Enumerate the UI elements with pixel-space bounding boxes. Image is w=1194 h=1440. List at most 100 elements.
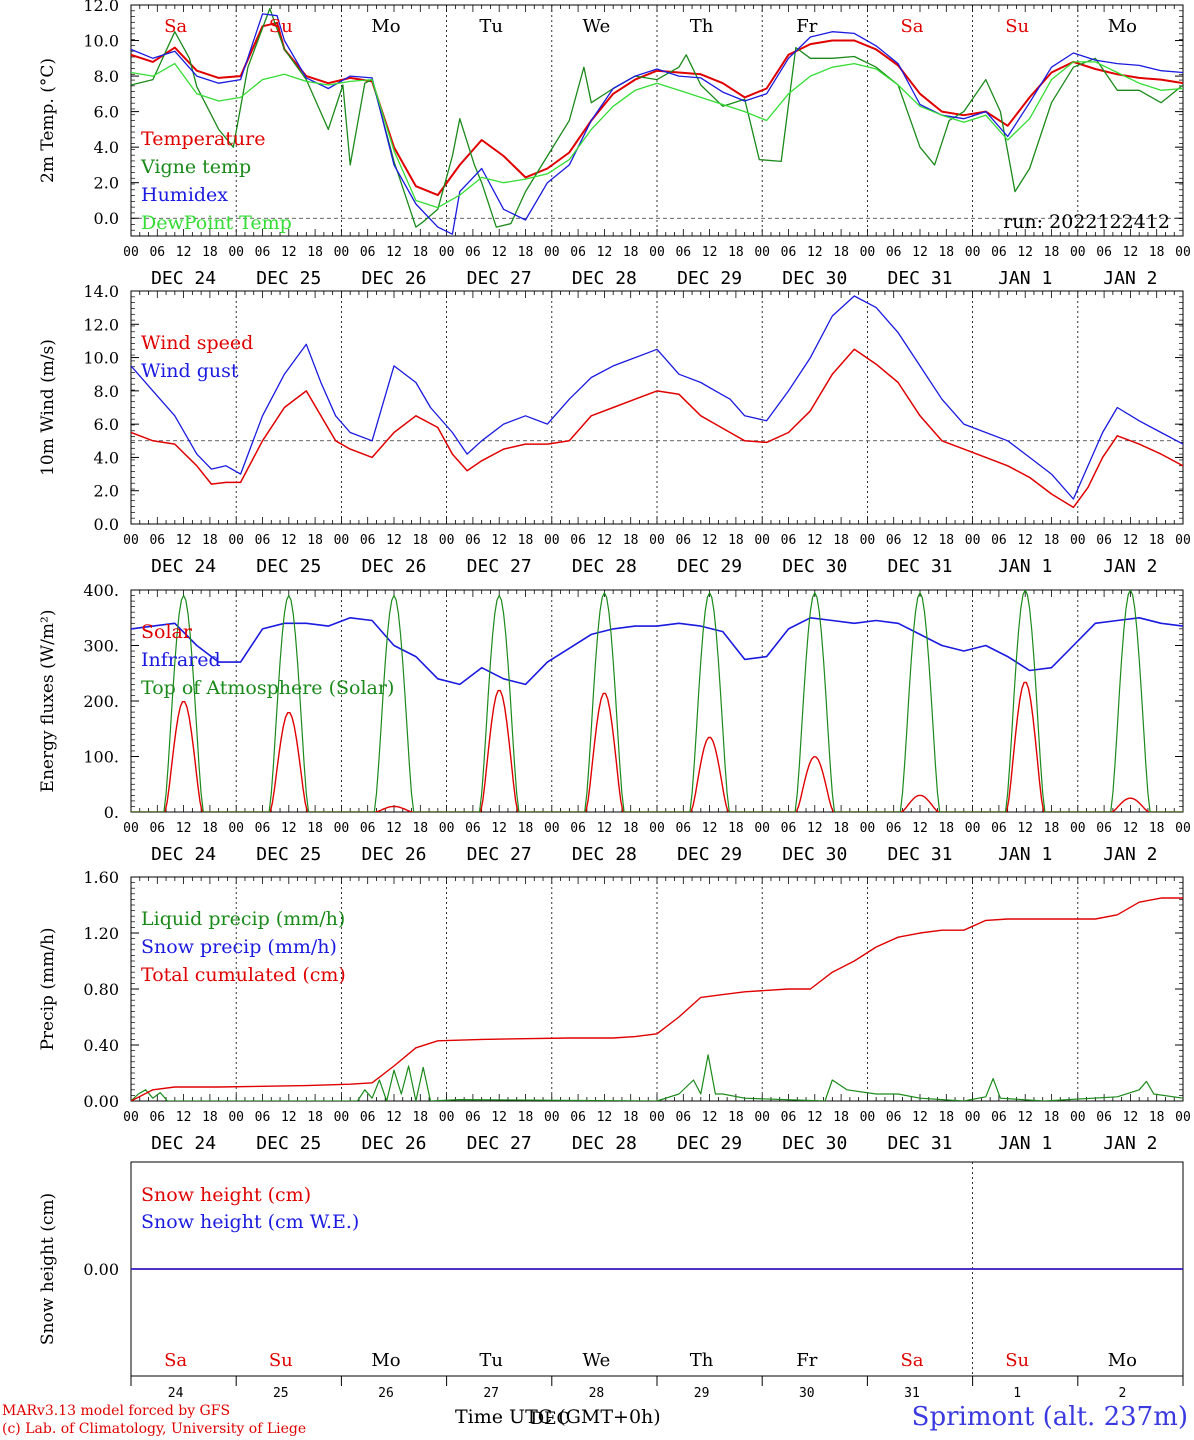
y-axis-title: Precip (mm/h) [38, 927, 58, 1050]
hour-tick-label: 12 [1123, 533, 1139, 548]
y-axis-title: 2m Temp. (°C) [38, 58, 58, 183]
day-number: 2 [1118, 1386, 1126, 1401]
hour-tick-label: 06 [465, 821, 481, 836]
hour-tick-label: 00 [649, 1110, 665, 1125]
hour-tick-label: 12 [491, 1110, 507, 1125]
date-tick-label: DEC 26 [361, 556, 426, 577]
legend-entry: Wind speed [141, 332, 253, 354]
hour-tick-label: 12 [702, 245, 718, 260]
day-name-top: Su [1005, 16, 1029, 37]
day-name-top: Su [269, 16, 293, 37]
hour-tick-label: 18 [938, 821, 954, 836]
hour-tick-label: 18 [518, 1110, 534, 1125]
date-tick-label: DEC 24 [151, 268, 216, 289]
hour-tick-label: 06 [149, 533, 165, 548]
date-tick-label: DEC 27 [467, 1133, 532, 1154]
hour-tick-label: 00 [228, 821, 244, 836]
hour-tick-label: 00 [1175, 245, 1191, 260]
hour-tick-label: 06 [360, 533, 376, 548]
hour-tick-label: 12 [176, 821, 192, 836]
day-number: 29 [694, 1386, 710, 1401]
hour-tick-label: 12 [807, 821, 823, 836]
hour-tick-label: 00 [1175, 533, 1191, 548]
series-line-3 [131, 897, 1183, 1101]
hour-tick-label: 18 [623, 533, 639, 548]
hour-tick-label: 12 [807, 533, 823, 548]
hour-tick-label: 12 [597, 1110, 613, 1125]
hour-tick-label: 00 [123, 1110, 139, 1125]
date-tick-label: JAN 1 [998, 1133, 1052, 1154]
hour-tick-label: 06 [781, 821, 797, 836]
series-line-3 [131, 13, 1183, 235]
hour-tick-label: 18 [202, 821, 218, 836]
legend-entry: Humidex [141, 184, 228, 206]
date-tick-label: DEC 25 [256, 556, 321, 577]
hour-tick-label: 06 [991, 245, 1007, 260]
y-tick-label: 400. [83, 581, 119, 600]
hour-tick-label: 00 [965, 245, 981, 260]
y-axis-title: 10m Wind (m/s) [38, 339, 58, 476]
hour-tick-label: 06 [781, 533, 797, 548]
date-tick-label: JAN 1 [998, 268, 1052, 289]
hour-tick-label: 18 [1149, 533, 1165, 548]
hour-tick-label: 00 [228, 1110, 244, 1125]
hour-tick-label: 18 [623, 1110, 639, 1125]
y-tick-label: 6.0 [94, 103, 119, 122]
hour-tick-label: 18 [1044, 1110, 1060, 1125]
y-tick-label: 10.0 [83, 32, 119, 51]
hour-tick-label: 12 [386, 1110, 402, 1125]
hour-tick-label: 12 [491, 821, 507, 836]
credit-line-1: MARv3.13 model forced by GFS [2, 1403, 231, 1419]
hour-tick-label: 18 [938, 245, 954, 260]
y-tick-label: 1.60 [83, 868, 119, 887]
y-tick-label: 300. [83, 637, 119, 656]
day-number: 28 [589, 1386, 605, 1401]
y-tick-label: 8.0 [94, 67, 119, 86]
date-tick-label: DEC 25 [256, 844, 321, 865]
y-tick-label: 0.00 [83, 1092, 119, 1111]
date-tick-label: DEC 31 [887, 268, 952, 289]
hour-tick-label: 00 [965, 533, 981, 548]
hour-tick-label: 00 [544, 533, 560, 548]
y-tick-label: 12.0 [83, 315, 119, 334]
day-name-bottom: Fr [796, 1350, 817, 1371]
date-tick-label: DEC 27 [467, 844, 532, 865]
hour-tick-label: 18 [1149, 1110, 1165, 1125]
day-number: 27 [483, 1386, 499, 1401]
date-tick-label: DEC 26 [361, 1133, 426, 1154]
hour-tick-label: 18 [412, 533, 428, 548]
hour-tick-label: 12 [386, 245, 402, 260]
day-name-bottom: Mo [371, 1350, 400, 1371]
date-tick-label: DEC 24 [151, 1133, 216, 1154]
hour-tick-label: 18 [518, 821, 534, 836]
hour-tick-label: 06 [465, 245, 481, 260]
series-line-4 [131, 61, 1183, 209]
day-number: 26 [378, 1386, 394, 1401]
hour-tick-label: 06 [570, 245, 586, 260]
y-tick-label: 0.00 [83, 1260, 119, 1279]
y-tick-label: 100. [83, 748, 119, 767]
hour-tick-label: 00 [754, 1110, 770, 1125]
hour-tick-label: 18 [518, 533, 534, 548]
hour-tick-label: 00 [649, 245, 665, 260]
hour-tick-label: 12 [1017, 821, 1033, 836]
hour-tick-label: 18 [412, 245, 428, 260]
hour-tick-label: 12 [807, 1110, 823, 1125]
hour-tick-label: 06 [1096, 533, 1112, 548]
hour-tick-label: 06 [991, 533, 1007, 548]
y-tick-label: 2.0 [94, 482, 119, 501]
hour-tick-label: 18 [202, 245, 218, 260]
hour-tick-label: 12 [912, 821, 928, 836]
series-line-1 [131, 1054, 1183, 1101]
y-tick-label: 4.0 [94, 138, 119, 157]
y-axis-title: Snow height (cm) [38, 1193, 58, 1345]
hour-tick-label: 00 [860, 1110, 876, 1125]
hour-tick-label: 06 [675, 533, 691, 548]
hour-tick-label: 00 [334, 245, 350, 260]
chart-panel-2: 00 06 12 18 00 06 12 18 00 06 12 18 00 06 12 18 00 06 12 18… [38, 282, 1191, 577]
date-tick-label: DEC 27 [467, 268, 532, 289]
legend-entry: Wind gust [141, 360, 239, 382]
hour-tick-label: 12 [1123, 245, 1139, 260]
date-tick-label: DEC 27 [467, 556, 532, 577]
hour-tick-label: 12 [807, 245, 823, 260]
